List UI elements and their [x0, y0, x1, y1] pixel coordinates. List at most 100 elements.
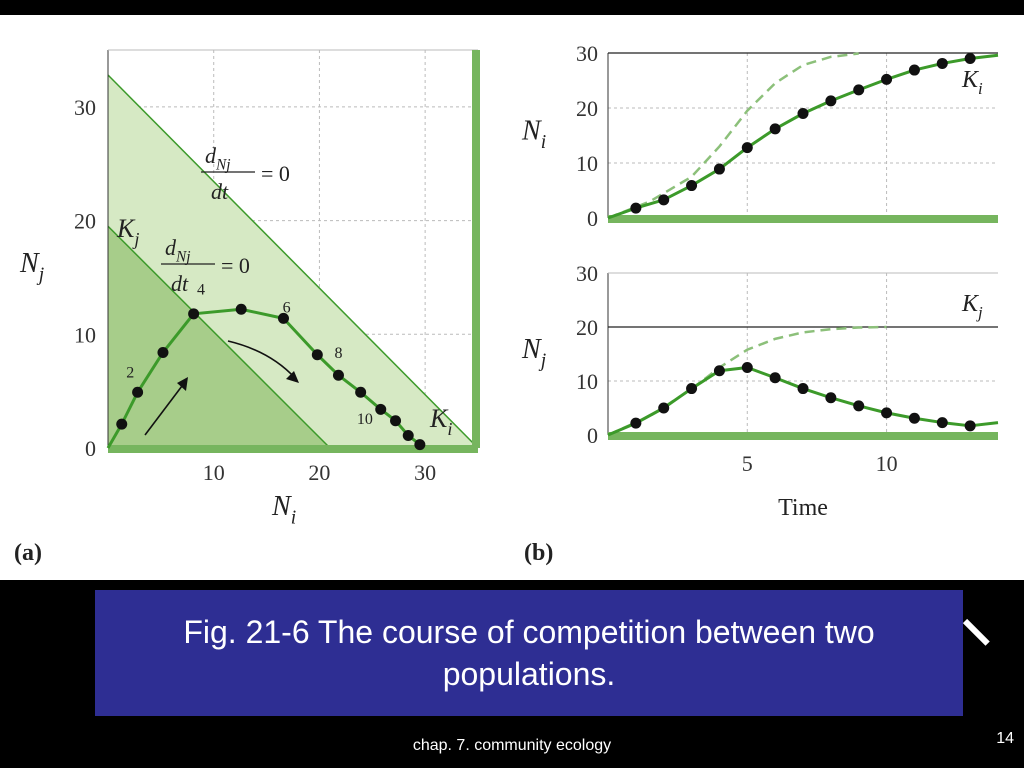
trajectory-point — [355, 386, 367, 398]
time-annotation: 6 — [283, 300, 291, 317]
nj-time-chart: Kj 0 10 20 30 5 10 Time Nj — [521, 261, 999, 521]
series-point — [713, 163, 725, 175]
time-annotation: 10 — [357, 411, 373, 428]
x-tick-label: 10 — [876, 451, 898, 476]
time-annotation: 8 — [334, 345, 342, 362]
footer-text: chap. 7. community ecology — [412, 737, 612, 754]
series-point — [741, 142, 753, 154]
y-tick-label: 30 — [576, 41, 598, 66]
x-tick-label: 30 — [414, 460, 436, 485]
trajectory-point — [402, 429, 414, 441]
y-tick-label: 10 — [576, 369, 598, 394]
series-point — [825, 95, 837, 107]
series-point — [853, 84, 865, 96]
ki-label: Ki — [429, 404, 452, 439]
trajectory-point — [311, 349, 323, 361]
series-point — [936, 57, 948, 69]
caption-box: Fig. 21-6 The course of competition betw… — [95, 590, 963, 716]
trajectory-point — [235, 303, 247, 315]
trajectory-point — [116, 418, 128, 430]
series-point — [630, 202, 642, 214]
x-axis-bar — [608, 215, 998, 223]
x-axis-bar — [608, 432, 998, 440]
x-tick-label: 10 — [203, 460, 225, 485]
kj-label: Kj — [116, 214, 139, 249]
y-tick-label: 10 — [576, 151, 598, 176]
isocline-i-formula-num: dNj — [165, 235, 191, 266]
isocline-j-formula-den: dt — [211, 179, 229, 204]
y-axis-label: Nj — [521, 334, 546, 371]
y-tick-label: 0 — [85, 436, 96, 461]
series-point — [797, 108, 809, 119]
series-point — [658, 194, 670, 206]
series-point — [936, 417, 948, 429]
series-point — [797, 383, 809, 395]
series-point — [964, 420, 976, 432]
series-point — [853, 400, 865, 412]
y-axis-label: Ni — [521, 116, 546, 153]
series-point — [769, 123, 781, 135]
isocline-line-j — [107, 74, 479, 449]
figure-panel: 0 10 20 30 10 20 30 Ni Nj (a) dNj dt = 0 dNj dt = 0 Kj Ki… — [0, 15, 1024, 580]
y-tick-label: 0 — [587, 423, 598, 448]
y-tick-label: 10 — [74, 322, 96, 347]
x-tick-label: 20 — [308, 460, 330, 485]
arrow-down-shaft — [227, 340, 296, 379]
y-tick-label: 20 — [576, 96, 598, 121]
panel-label-b: (b) — [524, 540, 553, 566]
y-tick-label: 30 — [576, 261, 598, 286]
right-axis-bar — [472, 50, 480, 448]
x-tick-label: 5 — [742, 451, 753, 476]
decorative-stroke — [962, 618, 990, 646]
series-point — [658, 402, 670, 414]
series-point — [630, 417, 642, 429]
trajectory-point — [132, 386, 144, 398]
caption-text: Fig. 21-6 The course of competition betw… — [183, 614, 875, 692]
series-point — [908, 412, 920, 424]
y-tick-label: 20 — [576, 315, 598, 340]
isocline-j-formula-eq: = 0 — [261, 161, 290, 186]
series-point — [908, 64, 920, 76]
y-tick-label: 0 — [587, 206, 598, 231]
trajectory-point — [332, 369, 344, 381]
series-point — [713, 365, 725, 377]
trajectory-point — [277, 312, 289, 324]
time-annotation: 2 — [126, 364, 134, 381]
arrow-down-head — [286, 371, 299, 383]
carrying-capacity-label: Kj — [961, 291, 983, 322]
arrow-up-shaft — [144, 381, 186, 436]
y-axis-label: Nj — [19, 248, 44, 285]
trajectory-point — [414, 439, 426, 451]
y-tick-label: 30 — [74, 95, 96, 120]
trajectory-point — [157, 346, 169, 358]
isocline-j-formula-num: dNj — [205, 143, 231, 174]
panel-label-a: (a) — [14, 540, 42, 566]
isocline-i-formula-eq: = 0 — [221, 253, 250, 278]
series-point — [881, 73, 893, 85]
series-point — [741, 362, 753, 373]
x-axis-label: Ni — [271, 491, 296, 528]
time-annotation: 4 — [197, 281, 205, 298]
phase-plane-chart: 0 10 20 30 10 20 30 Ni Nj (a) dNj dt = 0 dNj dt = 0 Kj Ki… — [14, 49, 480, 566]
trajectory-point — [375, 403, 387, 415]
trajectory-point — [390, 415, 402, 427]
x-axis-label: Time — [778, 495, 828, 521]
series-point — [686, 180, 698, 192]
ni-time-chart: Ki 0 10 20 30 Ni (b) — [521, 41, 999, 566]
series-point — [881, 407, 893, 419]
series-point — [964, 53, 976, 64]
series-point — [825, 392, 837, 404]
series-point — [769, 372, 781, 384]
x-axis-bar — [108, 445, 478, 453]
y-tick-label: 20 — [74, 209, 96, 234]
carrying-capacity-label: Ki — [961, 67, 983, 98]
series-line — [607, 53, 999, 220]
dashed-logistic-curve — [607, 52, 859, 220]
arrow-up-head — [177, 377, 188, 391]
isocline-line-i — [107, 225, 331, 449]
series-point — [686, 383, 698, 395]
trajectory-point — [188, 308, 200, 320]
slide-number: 14 — [996, 730, 1014, 747]
isocline-i-formula-den: dt — [171, 271, 189, 296]
